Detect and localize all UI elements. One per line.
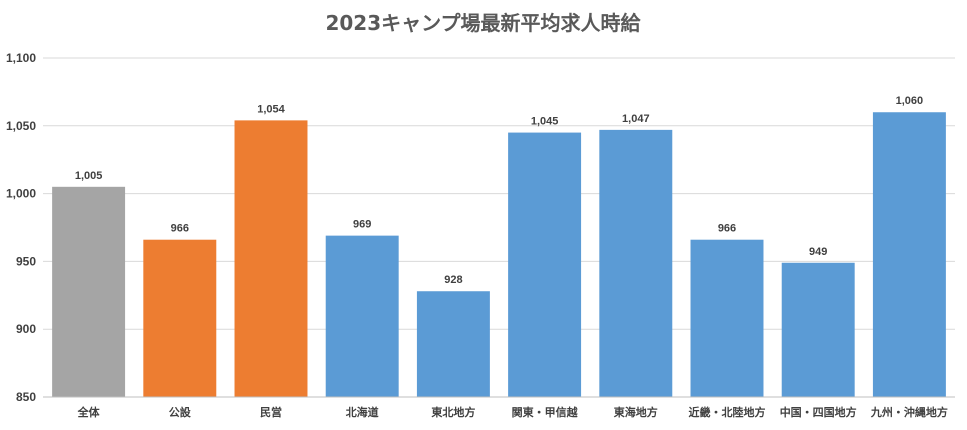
y-tick-label: 1,050 (6, 119, 36, 133)
bar (690, 239, 764, 397)
bars (52, 112, 946, 398)
bar (143, 239, 217, 397)
x-tick-label: 九州・沖縄地方 (870, 405, 948, 419)
bar (416, 291, 490, 397)
data-label: 949 (809, 246, 827, 258)
bar (872, 112, 946, 398)
data-label: 966 (718, 223, 736, 235)
y-tick-label: 1,000 (6, 187, 36, 201)
data-label: 1,054 (257, 103, 285, 115)
bar (599, 129, 673, 398)
x-tick-label: 公設 (169, 405, 192, 419)
x-tick-label: 近畿・北陸地方 (689, 405, 766, 419)
x-axis-ticks: 全体 公設 民営 北海道 東北地方 関東・甲信越 東海地方 近畿・北陸地方 中国・四国地方 九州・… (77, 405, 948, 419)
data-label: 966 (171, 223, 189, 235)
data-label: 1,047 (622, 113, 650, 125)
x-tick-label: 関東・甲信越 (512, 405, 579, 419)
data-label: 1,045 (531, 116, 559, 128)
y-tick-label: 950 (16, 254, 36, 268)
y-tick-label: 850 (16, 390, 36, 404)
x-tick-label: 東海地方 (614, 405, 658, 419)
y-tick-label: 900 (16, 322, 36, 336)
data-label: 928 (444, 274, 462, 286)
data-labels: 1,005 966 1,054 969 928 1,045 1,047 966 949 1,060 (75, 95, 923, 286)
x-tick-label: 全体 (77, 405, 101, 419)
x-tick-label: 北海道 (346, 405, 379, 419)
data-label: 1,060 (896, 95, 924, 107)
bar (508, 132, 582, 397)
x-tick-label: 中国・四国地方 (780, 405, 857, 419)
bar (234, 120, 308, 397)
bar (325, 235, 399, 397)
y-axis-ticks: 850 900 950 1,000 1,050 1,100 (6, 51, 36, 404)
data-label: 969 (353, 219, 371, 231)
bar (781, 262, 855, 397)
y-tick-label: 1,100 (6, 51, 36, 65)
data-label: 1,005 (75, 170, 103, 182)
x-tick-label: 民営 (260, 405, 282, 419)
bar (52, 186, 126, 397)
chart-title: 2023キャンプ場最新平均求人時給 (325, 11, 641, 35)
x-tick-label: 東北地方 (431, 405, 475, 419)
